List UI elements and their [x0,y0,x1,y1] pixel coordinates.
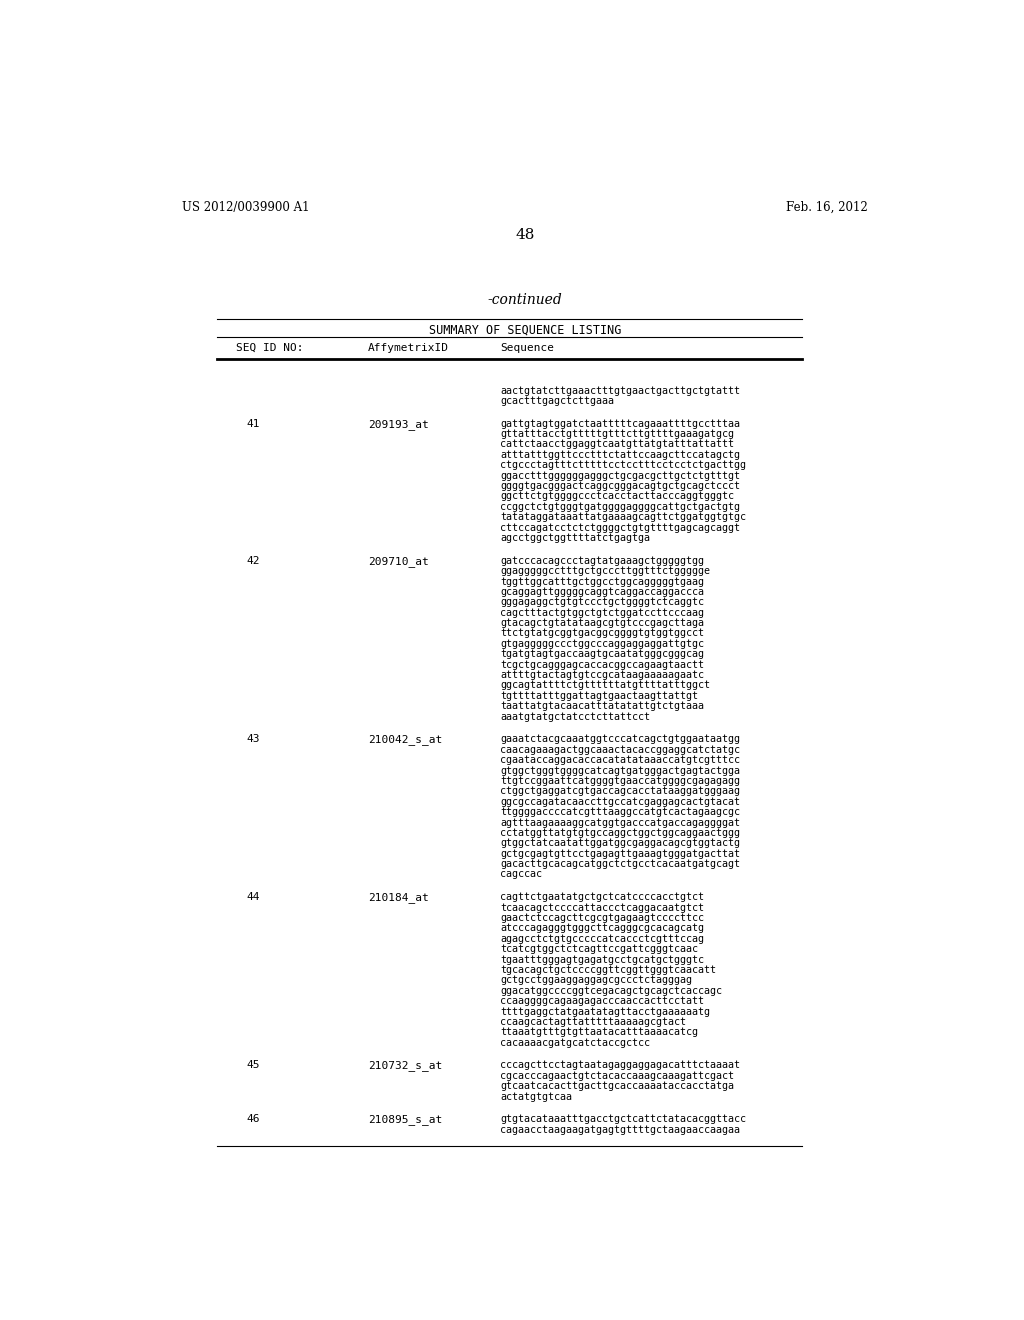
Text: AffymetrixID: AffymetrixID [369,343,450,354]
Text: gcaggagttgggggcaggtcaggaccaggaccca: gcaggagttgggggcaggtcaggaccaggaccca [500,587,705,597]
Text: gaactctccagcttcgcgtgagaagtccccttcc: gaactctccagcttcgcgtgagaagtccccttcc [500,913,705,923]
Text: tgcacagctgctccccggttcggttgggtcaacatt: tgcacagctgctccccggttcggttgggtcaacatt [500,965,716,975]
Text: Feb. 16, 2012: Feb. 16, 2012 [785,201,867,214]
Text: gattgtagtggatctaatttttcagaaattttgcctttaa: gattgtagtggatctaatttttcagaaattttgcctttaa [500,418,740,429]
Text: ccaagcactagttatttttaaaaagcgtact: ccaagcactagttatttttaaaaagcgtact [500,1016,686,1027]
Text: cgcacccagaactgtctacaccaaagcaaagattcgact: cgcacccagaactgtctacaccaaagcaaagattcgact [500,1071,734,1081]
Text: agtttaagaaaaggcatggtgacccatgaccagaggggat: agtttaagaaaaggcatggtgacccatgaccagaggggat [500,817,740,828]
Text: ggagggggcctttgctgcccttggtttctggggge: ggagggggcctttgctgcccttggtttctggggge [500,566,710,576]
Text: cacaaaacgatgcatctaccgctcc: cacaaaacgatgcatctaccgctcc [500,1038,650,1048]
Text: ggcgccagatacaaccttgccatcgaggagcactgtacat: ggcgccagatacaaccttgccatcgaggagcactgtacat [500,797,740,807]
Text: ttaaatgtttgtgttaatacatttaaaacatcg: ttaaatgtttgtgttaatacatttaaaacatcg [500,1027,698,1038]
Text: cagttctgaatatgctgctcatccccacctgtct: cagttctgaatatgctgctcatccccacctgtct [500,892,705,902]
Text: 210042_s_at: 210042_s_at [369,734,442,746]
Text: cctatggttatgtgtgccaggctggctggcaggaactggg: cctatggttatgtgtgccaggctggctggcaggaactggg [500,828,740,838]
Text: 48: 48 [515,227,535,242]
Text: 41: 41 [246,418,260,429]
Text: ctgccctagtttctttttcctcctttcctcctctgacttgg: ctgccctagtttctttttcctcctttcctcctctgacttg… [500,461,746,470]
Text: gtgagggggccctggcccaggaggaggattgtgc: gtgagggggccctggcccaggaggaggattgtgc [500,639,705,649]
Text: ctggctgaggatcgtgaccagcacctataaggatgggaag: ctggctgaggatcgtgaccagcacctataaggatgggaag [500,787,740,796]
Text: gtacagctgtatataagcgtgtcccgagcttaga: gtacagctgtatataagcgtgtcccgagcttaga [500,618,705,628]
Text: gtcaatcacacttgacttgcaccaaaataccacctatga: gtcaatcacacttgacttgcaccaaaataccacctatga [500,1081,734,1092]
Text: 42: 42 [246,556,260,566]
Text: 43: 43 [246,734,260,744]
Text: US 2012/0039900 A1: US 2012/0039900 A1 [182,201,309,214]
Text: gtgtacataaatttgacctgctcattctatacacggttacc: gtgtacataaatttgacctgctcattctatacacggttac… [500,1114,746,1125]
Text: SEQ ID NO:: SEQ ID NO: [237,343,304,354]
Text: gctgcgagtgttcctgagagttgaaagtgggatgacttat: gctgcgagtgttcctgagagttgaaagtgggatgacttat [500,849,740,859]
Text: gacacttgcacagcatggctctgcctcacaatgatgcagt: gacacttgcacagcatggctctgcctcacaatgatgcagt [500,859,740,869]
Text: tgatgtagtgaccaagtgcaatatgggcgggcag: tgatgtagtgaccaagtgcaatatgggcgggcag [500,649,705,659]
Text: 45: 45 [246,1060,260,1071]
Text: ccggctctgtgggtgatggggaggggcattgctgactgtg: ccggctctgtgggtgatggggaggggcattgctgactgtg [500,502,740,512]
Text: gatcccacagccctagtatgaaagctgggggtgg: gatcccacagccctagtatgaaagctgggggtgg [500,556,705,566]
Text: 209710_at: 209710_at [369,556,429,566]
Text: actatgtgtcaa: actatgtgtcaa [500,1092,572,1102]
Text: tgaatttgggagtgagatgcctgcatgctgggtc: tgaatttgggagtgagatgcctgcatgctgggtc [500,954,705,965]
Text: caacagaaagactggcaaactacaccggaggcatctatgc: caacagaaagactggcaaactacaccggaggcatctatgc [500,744,740,755]
Text: aaatgtatgctatcctcttattcct: aaatgtatgctatcctcttattcct [500,711,650,722]
Text: tatataggataaattatgaaaagcagttctggatggtgtgc: tatataggataaattatgaaaagcagttctggatggtgtg… [500,512,746,523]
Text: tcaacagctccccattaccctcaggacaatgtct: tcaacagctccccattaccctcaggacaatgtct [500,903,705,912]
Text: ttggggaccccatcgtttaaggccatgtcactagaagcgc: ttggggaccccatcgtttaaggccatgtcactagaagcgc [500,807,740,817]
Text: 210895_s_at: 210895_s_at [369,1114,442,1125]
Text: ttctgtatgcggtgacggcggggtgtggtggcct: ttctgtatgcggtgacggcggggtgtggtggcct [500,628,705,639]
Text: gctgcctggaaggaggagcgccctctagggag: gctgcctggaaggaggagcgccctctagggag [500,975,692,985]
Text: gtggctgggtggggcatcagtgatgggactgagtactgga: gtggctgggtggggcatcagtgatgggactgagtactgga [500,766,740,776]
Text: cagccac: cagccac [500,870,542,879]
Text: cgaataccaggacaccacatatataaaccatgtcgtttcc: cgaataccaggacaccacatatataaaccatgtcgtttcc [500,755,740,766]
Text: ggacctttggggggagggctgcgacgcttgctctgtttgt: ggacctttggggggagggctgcgacgcttgctctgtttgt [500,471,740,480]
Text: 210732_s_at: 210732_s_at [369,1060,442,1072]
Text: ccaaggggcagaagagacccaaccacttcctatt: ccaaggggcagaagagacccaaccacttcctatt [500,997,705,1006]
Text: ggggtgacgggactcaggcgggacagtgctgcagctccct: ggggtgacgggactcaggcgggacagtgctgcagctccct [500,480,740,491]
Text: atcccagagggtgggcttcagggcgcacagcatg: atcccagagggtgggcttcagggcgcacagcatg [500,924,705,933]
Text: gggagaggctgtgtccctgctggggtctcaggtc: gggagaggctgtgtccctgctggggtctcaggtc [500,597,705,607]
Text: ggcagtattttctgttttttatgttttatttggct: ggcagtattttctgttttttatgttttatttggct [500,681,710,690]
Text: cagaacctaagaagatgagtgttttgctaagaaccaagaa: cagaacctaagaagatgagtgttttgctaagaaccaagaa [500,1125,740,1135]
Text: tgttttatttggattagtgaactaagttattgt: tgttttatttggattagtgaactaagttattgt [500,690,698,701]
Text: cattctaacctggaggtcaatgttatgtatttattattt: cattctaacctggaggtcaatgttatgtatttattattt [500,440,734,449]
Text: cttccagatcctctctggggctgtgttttgagcagcaggt: cttccagatcctctctggggctgtgttttgagcagcaggt [500,523,740,532]
Text: SUMMARY OF SEQUENCE LISTING: SUMMARY OF SEQUENCE LISTING [429,323,621,337]
Text: 210184_at: 210184_at [369,892,429,903]
Text: ttgtccggaattcatggggtgaaccatggggcgagagagg: ttgtccggaattcatggggtgaaccatggggcgagagagg [500,776,740,785]
Text: ggacatggccccggtcegacagctgcagctcaccagc: ggacatggccccggtcegacagctgcagctcaccagc [500,986,722,995]
Text: gaaatctacgcaaatggtcccatcagctgtggaataatgg: gaaatctacgcaaatggtcccatcagctgtggaataatgg [500,734,740,744]
Text: atttatttggttccctttctattccaagcttccatagctg: atttatttggttccctttctattccaagcttccatagctg [500,450,740,459]
Text: agagcctctgtgcccccatcaccctcgtttccag: agagcctctgtgcccccatcaccctcgtttccag [500,933,705,944]
Text: Sequence: Sequence [500,343,554,354]
Text: tggttggcatttgctggcctggcagggggtgaag: tggttggcatttgctggcctggcagggggtgaag [500,577,705,586]
Text: attttgtactagtgtccgcataagaaaaagaatc: attttgtactagtgtccgcataagaaaaagaatc [500,671,705,680]
Text: cccagcttcctagtaatagaggaggagacatttctaaaat: cccagcttcctagtaatagaggaggagacatttctaaaat [500,1060,740,1071]
Text: taattatgtacaacatttatatattgtctgtaaa: taattatgtacaacatttatatattgtctgtaaa [500,701,705,711]
Text: gcactttgagctcttgaaa: gcactttgagctcttgaaa [500,396,614,407]
Text: cagctttactgtggctgtctggatccttcccaag: cagctttactgtggctgtctggatccttcccaag [500,607,705,618]
Text: -continued: -continued [487,293,562,308]
Text: 209193_at: 209193_at [369,418,429,429]
Text: agcctggctggttttatctgagtga: agcctggctggttttatctgagtga [500,533,650,543]
Text: tcgctgcagggagcaccacggccagaagtaactt: tcgctgcagggagcaccacggccagaagtaactt [500,660,705,669]
Text: 44: 44 [246,892,260,902]
Text: 46: 46 [246,1114,260,1125]
Text: ttttgaggctatgaatatagttacctgaaaaaatg: ttttgaggctatgaatatagttacctgaaaaaatg [500,1007,710,1016]
Text: tcatcgtggctctcagttccgattcgggtcaac: tcatcgtggctctcagttccgattcgggtcaac [500,944,698,954]
Text: aactgtatcttgaaactttgtgaactgacttgctgtattt: aactgtatcttgaaactttgtgaactgacttgctgtattt [500,385,740,396]
Text: gtggctatcaatattggatggcgaggacagcgtggtactg: gtggctatcaatattggatggcgaggacagcgtggtactg [500,838,740,849]
Text: gttatttacctgtttttgtttcttgttttgaaagatgcg: gttatttacctgtttttgtttcttgttttgaaagatgcg [500,429,734,440]
Text: ggcttctgtggggccctcacctacttacccaggtgggtc: ggcttctgtggggccctcacctacttacccaggtgggtc [500,491,734,502]
